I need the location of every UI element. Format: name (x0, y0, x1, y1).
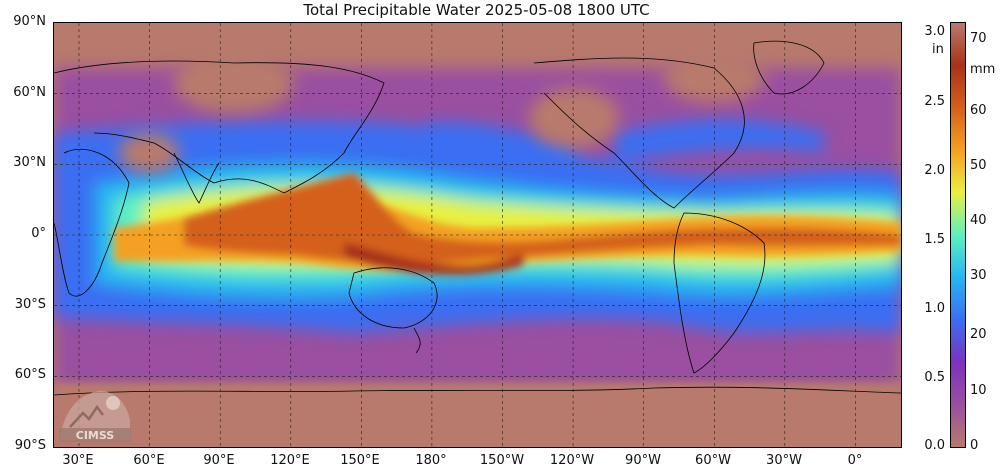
colorbar-in-tick: 0.0 (924, 438, 945, 453)
africa-coast (54, 148, 130, 297)
lon-label: 30°W (766, 453, 802, 468)
colorbar-in-tick: 0.5 (924, 370, 945, 385)
colorbar-in-tick: 2.5 (924, 94, 945, 109)
south-america-coast (673, 212, 766, 374)
colorbar-mm-tick: 0 (970, 438, 979, 453)
colorbar (950, 22, 966, 448)
colorbar-mm-tick: 50 (970, 158, 987, 173)
colorbar-mm-tick: 30 (970, 268, 987, 283)
lon-label: 150°E (340, 453, 380, 468)
lat-label: 30°N (13, 155, 46, 170)
lon-label: 0° (847, 453, 863, 468)
colorbar-mm-tick: 70 (970, 31, 987, 46)
lon-label: 30°E (62, 453, 94, 468)
cimss-logo-text: CIMSS (76, 429, 115, 442)
lat-label: 90°N (13, 14, 46, 29)
colorbar-mm-tick: 40 (970, 213, 987, 228)
lat-label: 90°S (14, 438, 46, 453)
lat-label: 60°S (14, 367, 46, 382)
lon-label: 60°E (133, 453, 165, 468)
lon-label: 120°E (270, 453, 310, 468)
continental-dry-patches (119, 53, 764, 173)
greenland-coast (753, 40, 825, 95)
lon-label: 90°E (203, 453, 235, 468)
india-coast (173, 152, 220, 204)
colorbar-unit-mm: mm (970, 62, 996, 77)
lon-label: 120°W (549, 453, 595, 468)
lat-label: 30°S (14, 297, 46, 312)
graticule (54, 23, 901, 447)
colorbar-mm-tick: 60 (970, 103, 987, 118)
lon-label: 60°W (695, 453, 731, 468)
tpw-field (54, 23, 901, 447)
lat-label: 60°N (13, 85, 46, 100)
colorbar-mm-tick: 20 (970, 327, 987, 342)
colorbar-in-tick: 2.0 (924, 163, 945, 178)
map-title: Total Precipitable Water 2025-05-08 1800… (303, 1, 650, 19)
tpw-map[interactable] (53, 22, 902, 448)
lon-label: 180° (415, 453, 447, 468)
colorbar-mm-tick: 10 (970, 383, 987, 398)
itcz-wet-core (114, 173, 901, 275)
cimss-logo: CIMSS (55, 385, 135, 445)
lat-label: 0° (31, 226, 46, 241)
antarctic-dry (54, 383, 901, 447)
arctic-dry (54, 23, 901, 45)
north-america-coast (533, 57, 745, 209)
nz-coast (413, 327, 421, 354)
cimss-logo-graphic: CIMSS (59, 391, 131, 442)
coastlines (54, 40, 901, 396)
lon-label: 90°W (625, 453, 661, 468)
lon-label: 150°W (479, 453, 525, 468)
antarctica-coast (54, 386, 901, 396)
colorbar-in-tick: 3.0 (924, 24, 945, 39)
colorbar-unit-in: in (932, 42, 944, 57)
colorbar-in-tick: 1.0 (924, 301, 945, 316)
colorbar-in-tick: 1.5 (924, 232, 945, 247)
